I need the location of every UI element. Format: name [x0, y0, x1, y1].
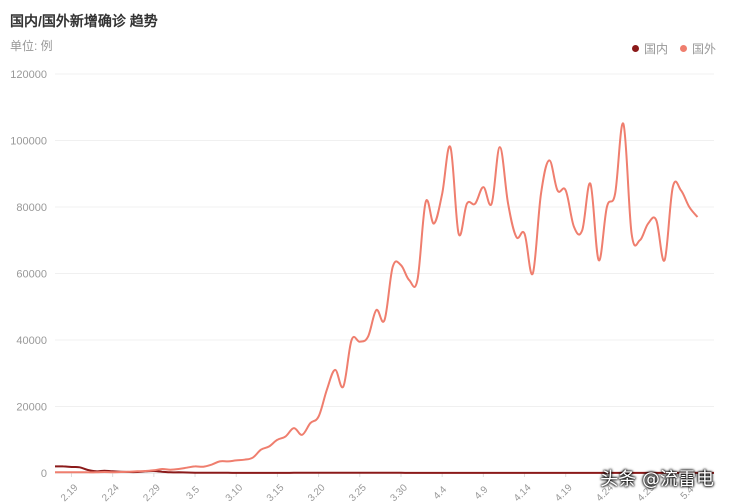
series-line-foreign	[55, 122, 699, 474]
x-tick-label: 3.15	[265, 482, 287, 503]
y-tick-label: 20000	[16, 402, 47, 414]
y-tick-label: 120000	[10, 69, 47, 81]
y-tick-label: 100000	[10, 136, 47, 148]
legend-dot-domestic	[631, 45, 639, 52]
series-line-domestic	[54, 465, 714, 474]
x-tick-label: 3.10	[224, 482, 246, 503]
legend-item-foreign[interactable]: 国外	[679, 40, 716, 57]
x-tick-label: 2.24	[100, 482, 122, 503]
y-axis: 0 20000 40000 60000 80000 100000 120000	[10, 69, 47, 480]
legend-item-domestic[interactable]: 国内	[631, 40, 668, 57]
x-tick-label: 3.5	[184, 484, 202, 502]
legend-label-foreign: 国外	[691, 42, 716, 56]
y-tick-label: 80000	[16, 202, 47, 214]
x-tick-label: 3.30	[388, 482, 410, 503]
x-tick-label: 3.25	[347, 482, 369, 503]
series-layer	[54, 122, 714, 474]
legend-label-domestic: 国内	[643, 42, 668, 56]
legend-dot-foreign	[679, 45, 687, 52]
x-tick-label: 4.4	[432, 484, 450, 502]
x-tick-label: 3.20	[306, 482, 328, 503]
x-tick-label: 2.29	[141, 482, 163, 503]
watermark: 头条 @流雷电	[600, 469, 714, 490]
x-tick-label: 4.9	[473, 484, 491, 502]
y-tick-label: 0	[41, 468, 47, 480]
grid-layer	[55, 73, 714, 474]
x-tick-label: 4.19	[553, 482, 575, 503]
x-tick-label: 2.19	[59, 482, 81, 503]
unit-label: 单位: 例	[10, 39, 53, 53]
legend[interactable]: 国内 国外	[631, 40, 716, 57]
x-tick-label: 4.14	[512, 482, 534, 503]
y-tick-label: 60000	[16, 269, 47, 281]
chart-title: 国内/国外新增确诊 趋势	[10, 13, 158, 29]
y-tick-label: 40000	[16, 335, 47, 347]
